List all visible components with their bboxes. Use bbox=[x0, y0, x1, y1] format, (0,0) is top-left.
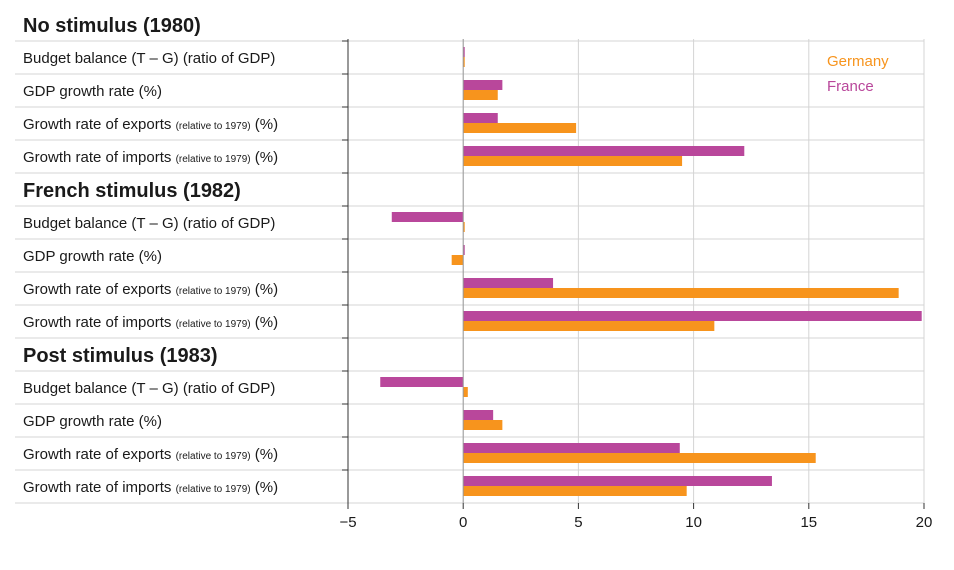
bar-france bbox=[463, 80, 503, 90]
section-title: French stimulus (1982) bbox=[23, 180, 241, 202]
row-label: GDP growth rate (%) bbox=[23, 248, 162, 265]
row-label: Growth rate of imports (relative to 1979… bbox=[23, 149, 278, 166]
row-label: GDP growth rate (%) bbox=[23, 83, 162, 100]
row-label: Budget balance (T – G) (ratio of GDP) bbox=[23, 50, 275, 67]
x-tick-label: 5 bbox=[574, 514, 582, 531]
bar-france bbox=[463, 278, 554, 288]
x-tick-label: −5 bbox=[339, 514, 356, 531]
gridlines bbox=[462, 39, 925, 503]
x-tick-label: 0 bbox=[459, 514, 467, 531]
row-label: Budget balance (T – G) (ratio of GDP) bbox=[23, 215, 275, 232]
bar-germany bbox=[463, 156, 683, 166]
row-separators bbox=[15, 40, 924, 504]
bar-france bbox=[463, 245, 465, 255]
section-title: Post stimulus (1983) bbox=[23, 345, 218, 367]
bar-germany bbox=[463, 321, 715, 331]
bar-france bbox=[463, 113, 498, 123]
bar-france bbox=[463, 410, 494, 420]
legend-germany: Germany bbox=[827, 53, 889, 70]
x-tick-label: 15 bbox=[800, 514, 817, 531]
section-title: No stimulus (1980) bbox=[23, 15, 201, 37]
bar-germany bbox=[463, 486, 687, 496]
bar-germany bbox=[463, 123, 577, 133]
x-tick-label: 10 bbox=[685, 514, 702, 531]
bar-germany bbox=[463, 453, 816, 463]
row-label: Growth rate of imports (relative to 1979… bbox=[23, 479, 278, 496]
bar-germany bbox=[463, 420, 503, 430]
bar-germany bbox=[463, 222, 465, 232]
bar-france bbox=[380, 377, 464, 387]
bar-germany bbox=[463, 90, 498, 100]
x-tick-label: 20 bbox=[916, 514, 933, 531]
legend-france: France bbox=[827, 78, 874, 95]
row-label: Growth rate of exports (relative to 1979… bbox=[23, 281, 278, 298]
row-label: Growth rate of exports (relative to 1979… bbox=[23, 446, 278, 463]
bar-france bbox=[463, 311, 922, 321]
bar-france bbox=[463, 146, 745, 156]
row-label: GDP growth rate (%) bbox=[23, 413, 162, 430]
bar-germany bbox=[463, 288, 899, 298]
bar-germany bbox=[451, 255, 464, 265]
bar-france bbox=[463, 47, 465, 57]
bar-france bbox=[391, 212, 464, 222]
row-label: Budget balance (T – G) (ratio of GDP) bbox=[23, 380, 275, 397]
bar-germany bbox=[463, 57, 465, 67]
bar-germany bbox=[463, 387, 468, 397]
row-label: Growth rate of exports (relative to 1979… bbox=[23, 116, 278, 133]
row-label: Growth rate of imports (relative to 1979… bbox=[23, 314, 278, 331]
bar-france bbox=[463, 476, 772, 486]
legend: Germany France bbox=[827, 53, 889, 95]
bar-france bbox=[463, 443, 680, 453]
